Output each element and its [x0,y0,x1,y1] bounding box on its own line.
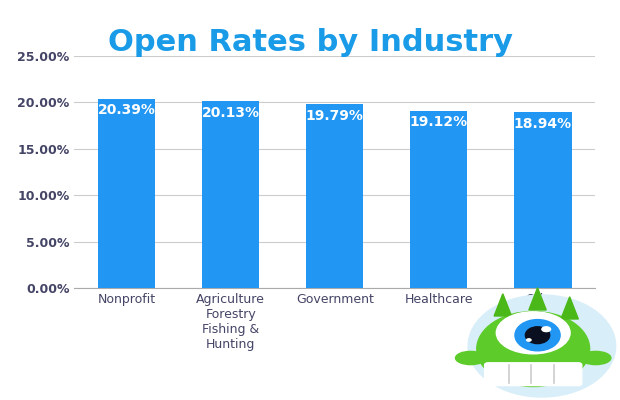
Bar [98,99,155,288]
Bar [410,110,467,288]
Bar [306,104,363,288]
Ellipse shape [527,339,531,341]
Ellipse shape [515,320,560,351]
Text: 18.94%: 18.94% [514,117,572,131]
Text: Open Rates by Industry: Open Rates by Industry [107,28,513,57]
Text: 20.39%: 20.39% [98,104,156,118]
Ellipse shape [497,312,570,354]
Bar [515,112,572,288]
Text: 19.12%: 19.12% [410,115,468,129]
Ellipse shape [542,327,551,332]
Polygon shape [494,294,512,316]
Ellipse shape [477,312,590,386]
Ellipse shape [525,327,550,344]
FancyBboxPatch shape [485,363,582,386]
Bar [202,101,259,288]
Text: 20.13%: 20.13% [202,106,260,120]
Ellipse shape [580,351,611,365]
Ellipse shape [456,351,486,365]
Polygon shape [561,297,578,319]
Text: 19.79%: 19.79% [306,109,364,123]
Circle shape [468,295,616,397]
Polygon shape [529,288,546,310]
